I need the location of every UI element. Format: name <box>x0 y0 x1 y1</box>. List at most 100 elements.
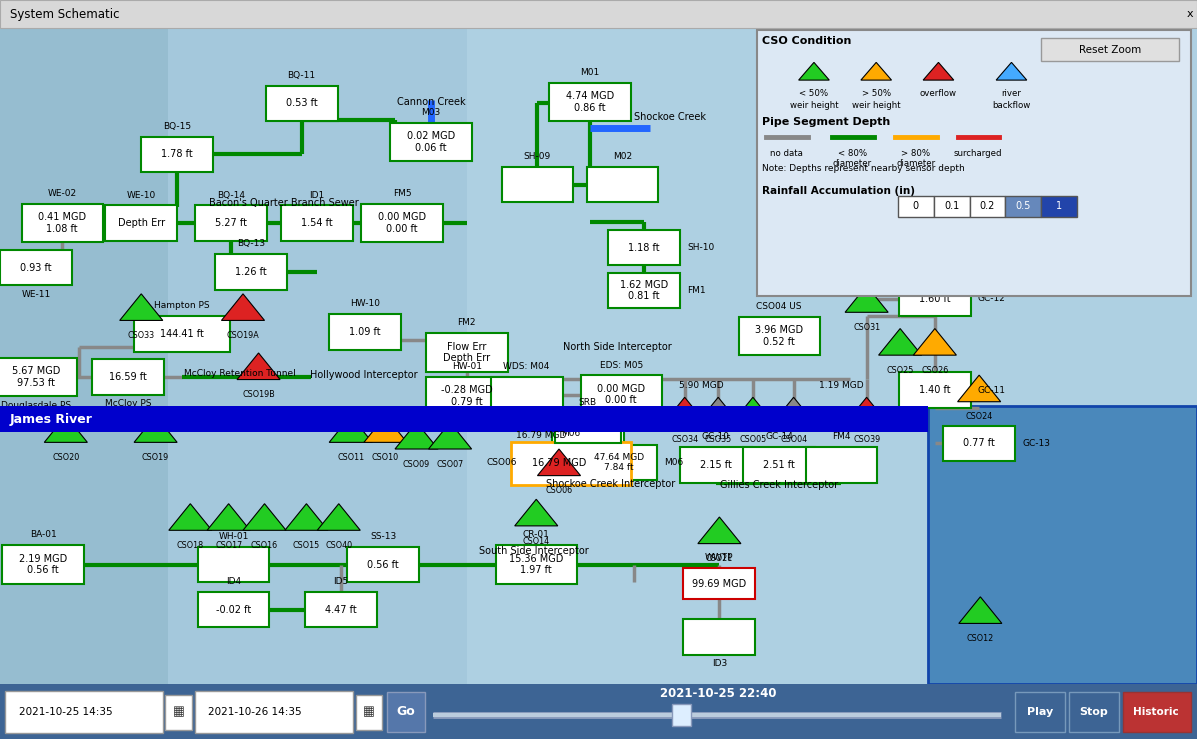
Polygon shape <box>243 504 286 531</box>
Text: 16.79 MGD: 16.79 MGD <box>516 432 566 440</box>
Polygon shape <box>697 398 740 424</box>
FancyBboxPatch shape <box>356 695 382 730</box>
Text: CSO17: CSO17 <box>215 541 242 550</box>
Text: 4.74 MGD
0.86 ft: 4.74 MGD 0.86 ft <box>566 91 614 113</box>
Text: CSO07: CSO07 <box>437 460 463 469</box>
Polygon shape <box>221 294 265 321</box>
Text: -0.28 MGD
0.79 ft: -0.28 MGD 0.79 ft <box>440 385 493 407</box>
FancyBboxPatch shape <box>198 547 269 582</box>
FancyBboxPatch shape <box>549 83 631 121</box>
Text: 47.64 MGD
7.84 ft: 47.64 MGD 7.84 ft <box>594 453 644 472</box>
Text: North Side Interceptor: North Side Interceptor <box>563 342 672 353</box>
Text: M03: M03 <box>421 108 440 117</box>
Text: WH-01: WH-01 <box>218 532 249 541</box>
Text: McCloy PS: McCloy PS <box>105 399 151 408</box>
Text: BQ-15: BQ-15 <box>163 122 192 131</box>
FancyBboxPatch shape <box>757 30 1191 296</box>
Text: CSO11: CSO11 <box>338 453 364 462</box>
FancyBboxPatch shape <box>899 281 971 316</box>
FancyBboxPatch shape <box>523 445 595 480</box>
Text: McCloy Retention Tunnel: McCloy Retention Tunnel <box>183 370 296 378</box>
Text: CSO06: CSO06 <box>546 486 572 495</box>
Polygon shape <box>515 500 558 526</box>
Text: WWTP: WWTP <box>705 554 734 562</box>
Text: GC-10: GC-10 <box>701 432 730 441</box>
Text: CSO15: CSO15 <box>293 541 320 550</box>
FancyBboxPatch shape <box>0 250 72 285</box>
Polygon shape <box>329 416 372 443</box>
Text: Hollywood Interceptor: Hollywood Interceptor <box>310 370 418 380</box>
Text: 0.00 MGD
0.00 ft: 0.00 MGD 0.00 ft <box>378 212 426 234</box>
Text: 1: 1 <box>1056 201 1063 211</box>
Text: CSO04: CSO04 <box>780 435 807 443</box>
Text: Flow Err
Depth Err: Flow Err Depth Err <box>443 341 491 364</box>
FancyBboxPatch shape <box>105 205 177 241</box>
FancyBboxPatch shape <box>0 406 928 432</box>
Text: 2.15 ft: 2.15 ft <box>700 460 731 470</box>
Text: SH-09: SH-09 <box>524 152 551 161</box>
Text: WE-10: WE-10 <box>127 191 156 200</box>
Text: SRB: SRB <box>578 398 597 407</box>
Text: HW-10: HW-10 <box>350 299 381 308</box>
FancyBboxPatch shape <box>743 447 815 483</box>
Text: BQ-11: BQ-11 <box>287 71 316 80</box>
FancyBboxPatch shape <box>806 447 877 483</box>
Text: weir height: weir height <box>790 101 838 109</box>
FancyBboxPatch shape <box>165 695 192 730</box>
Text: CSO25: CSO25 <box>887 366 913 375</box>
Text: < 50%: < 50% <box>800 89 828 98</box>
Text: 0.02 MGD
0.06 ft: 0.02 MGD 0.06 ft <box>407 131 455 153</box>
Text: 5.90 MGD: 5.90 MGD <box>679 381 724 390</box>
Text: 0.1: 0.1 <box>944 201 959 211</box>
Polygon shape <box>913 329 956 355</box>
FancyBboxPatch shape <box>215 254 287 290</box>
Text: Cannon Creek: Cannon Creek <box>396 97 466 107</box>
Text: Play: Play <box>1027 706 1053 717</box>
Text: 0: 0 <box>912 201 919 211</box>
Text: CSO33: CSO33 <box>128 331 154 340</box>
Text: WDS: M04: WDS: M04 <box>504 362 549 371</box>
Text: 1.60 ft: 1.60 ft <box>919 293 950 304</box>
FancyBboxPatch shape <box>491 377 563 412</box>
Text: 0.00 MGD
0.00 ft: 0.00 MGD 0.00 ft <box>597 384 645 406</box>
Text: overflow: overflow <box>920 89 956 98</box>
Text: GC-13: GC-13 <box>1022 439 1050 448</box>
Text: 1.18 ft: 1.18 ft <box>628 242 660 253</box>
FancyBboxPatch shape <box>361 204 443 242</box>
FancyBboxPatch shape <box>898 196 934 217</box>
Text: CR-01: CR-01 <box>523 531 549 539</box>
FancyBboxPatch shape <box>195 691 353 733</box>
Text: 1.40 ft: 1.40 ft <box>919 385 950 395</box>
Text: CSO19: CSO19 <box>142 453 169 462</box>
FancyBboxPatch shape <box>266 86 338 121</box>
Polygon shape <box>429 423 472 449</box>
Polygon shape <box>958 375 1001 402</box>
Text: Pipe Segment Depth: Pipe Segment Depth <box>762 117 891 127</box>
Text: Douglasdale PS: Douglasdale PS <box>1 401 71 409</box>
Text: James River: James River <box>10 413 92 426</box>
FancyBboxPatch shape <box>305 592 377 627</box>
Text: CSO14: CSO14 <box>523 537 549 545</box>
FancyBboxPatch shape <box>0 28 168 684</box>
FancyBboxPatch shape <box>329 314 401 350</box>
Text: CSO26: CSO26 <box>922 366 948 375</box>
Text: M06: M06 <box>664 458 683 467</box>
Text: M06: M06 <box>561 429 581 438</box>
FancyBboxPatch shape <box>5 691 163 733</box>
Text: 2021-10-25 14:35: 2021-10-25 14:35 <box>19 706 113 717</box>
FancyBboxPatch shape <box>281 205 353 241</box>
Text: > 50%: > 50% <box>862 89 891 98</box>
Polygon shape <box>395 423 438 449</box>
FancyBboxPatch shape <box>1123 692 1191 732</box>
FancyBboxPatch shape <box>683 619 755 655</box>
Text: ID1: ID1 <box>310 191 324 200</box>
Text: 1.76 ft: 1.76 ft <box>627 423 656 432</box>
Text: < 80%: < 80% <box>838 149 867 157</box>
FancyBboxPatch shape <box>496 545 577 584</box>
FancyBboxPatch shape <box>141 137 213 172</box>
Text: Shockoe Creek: Shockoe Creek <box>634 112 706 122</box>
Polygon shape <box>845 286 888 313</box>
Text: 2021-10-25 22:40: 2021-10-25 22:40 <box>660 687 777 700</box>
FancyBboxPatch shape <box>2 545 84 584</box>
FancyBboxPatch shape <box>683 568 755 599</box>
